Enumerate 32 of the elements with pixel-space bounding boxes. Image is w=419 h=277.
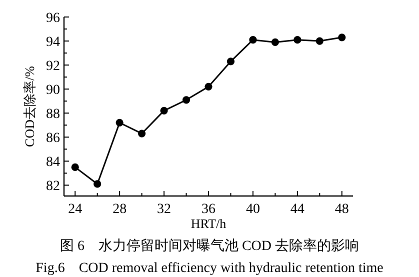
x-tick-label: 28 xyxy=(112,202,127,217)
point xyxy=(160,106,168,115)
point xyxy=(294,36,302,44)
point xyxy=(204,82,212,90)
x-axis-title: HRT/h xyxy=(190,216,227,231)
y-tick-label: 84 xyxy=(46,155,60,170)
x-tick-label: 48 xyxy=(334,202,349,217)
point xyxy=(116,118,124,127)
point xyxy=(316,37,324,45)
y-tick-label: 88 xyxy=(46,107,60,122)
y-tick-label: 92 xyxy=(46,59,60,74)
point xyxy=(182,96,190,104)
y-tick-label: 94 xyxy=(46,35,60,50)
caption: 图 6 水力停留时间对曝气池 COD 去除率的影响 xyxy=(60,238,360,254)
x-tick-label: 24 xyxy=(68,202,82,217)
y-tick-label: 82 xyxy=(46,179,60,194)
point xyxy=(138,130,146,138)
x-tick-label: 32 xyxy=(157,202,172,217)
point xyxy=(226,58,235,66)
x-tick-label: 44 xyxy=(290,202,304,217)
y-tick-label: 90 xyxy=(46,83,60,98)
y-axis-title: COD去除率/% xyxy=(22,66,37,147)
y-tick-label: 86 xyxy=(46,131,60,146)
point xyxy=(271,38,279,46)
point xyxy=(71,163,79,171)
point xyxy=(94,180,102,188)
y-tick-label: 96 xyxy=(46,11,60,26)
x-tick-label: 36 xyxy=(202,202,216,217)
caption: Fig.6 COD removal efficiency with hydraulic retention time xyxy=(36,261,384,276)
x-tick-label: 40 xyxy=(246,202,260,217)
point xyxy=(338,34,346,42)
point xyxy=(249,36,257,44)
